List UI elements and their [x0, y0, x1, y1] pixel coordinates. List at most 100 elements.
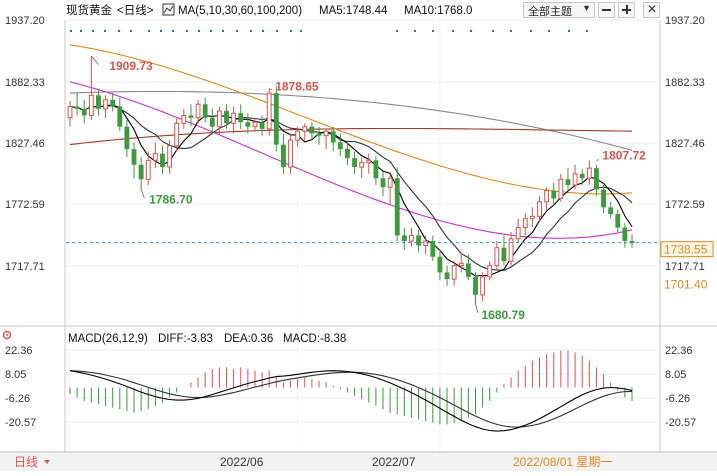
theme-select[interactable]: 全部主题 ▼	[523, 2, 595, 18]
candle-down	[131, 149, 137, 165]
y-tick-left: 1882.33	[5, 77, 45, 89]
candle-down	[245, 122, 251, 127]
last-price-label: 1738.55	[664, 243, 708, 257]
period-tag[interactable]: <日线>	[117, 3, 154, 17]
candle-down	[373, 160, 379, 179]
candle-up	[145, 159, 151, 180]
y-tick-left: 1717.71	[5, 261, 45, 273]
candle-down	[74, 106, 80, 109]
footer-period-arrow-icon	[44, 460, 50, 464]
close-icon: ✕	[647, 2, 658, 16]
candle-up	[458, 262, 464, 267]
plus-icon-v	[625, 5, 628, 14]
candle-down	[160, 153, 165, 168]
event-marker-dot	[118, 30, 120, 32]
macd-panel	[69, 350, 633, 432]
candle-down	[430, 241, 436, 257]
event-marker-dot	[160, 30, 162, 32]
macd-y-tick-left: -20.57	[5, 417, 36, 429]
candle-down	[416, 235, 422, 246]
event-marker-dot	[414, 30, 416, 32]
candle-up	[167, 145, 173, 168]
ma-icon	[162, 3, 175, 16]
candle-down	[202, 104, 208, 118]
candle-up	[359, 162, 365, 168]
y-tick-left: 1827.46	[5, 138, 45, 150]
candle-down	[238, 113, 244, 123]
ma-settings-label: MA(5,10,30,60,100,200)	[178, 5, 302, 17]
annotation-high: 1909.73	[109, 59, 153, 73]
y-tick-left: 1772.59	[5, 199, 45, 211]
candle-down	[579, 173, 585, 179]
candle-down	[96, 95, 101, 109]
ma60-line	[69, 44, 633, 195]
event-marker-dot	[276, 30, 278, 32]
candle-down	[259, 122, 265, 129]
event-marker-dot	[104, 30, 106, 32]
annotation-low-june: 1786.70	[149, 192, 193, 206]
candle-up	[544, 190, 550, 203]
macd-label: MACD(26,12,9)	[68, 333, 148, 345]
y-tick-right: 1882.33	[665, 77, 705, 89]
candle-up	[387, 177, 393, 188]
annotation-recent-high: 1807.72	[602, 148, 646, 162]
event-marker-dot	[70, 30, 72, 32]
macd-y-tick-right: -20.57	[665, 417, 696, 429]
candle-up	[423, 240, 429, 247]
candle-down	[81, 108, 87, 116]
candle-up	[494, 247, 500, 267]
macd-y-tick-left: 8.05	[5, 369, 26, 381]
candle-down	[608, 207, 614, 215]
event-marker-dot	[236, 30, 238, 32]
footer-date-july: 2022/07	[372, 455, 416, 469]
candle-up	[266, 92, 272, 130]
ma30-line	[69, 81, 633, 239]
candle-down	[401, 235, 407, 242]
macd-y-tick-left: -6.26	[5, 393, 30, 405]
candle-down	[117, 106, 123, 127]
candle-down	[615, 214, 621, 228]
level-label: 1701.40	[664, 277, 708, 291]
annotation-low-pointer	[475, 303, 479, 313]
axis-labels: 1937.20 1937.20 1882.33 1882.33 1827.46 1827.…	[5, 15, 705, 429]
candle-down	[124, 126, 130, 150]
footer-date-june: 2022/06	[220, 455, 264, 469]
candle-up	[537, 201, 542, 217]
instrument-name: 现货黄金	[66, 3, 112, 17]
footer-period[interactable]: 日线	[14, 455, 38, 469]
annotation-mid-high: 1878.65	[275, 80, 319, 94]
candle-down	[437, 256, 443, 273]
candle-down	[224, 111, 229, 124]
macd-y-tick-right: -6.26	[665, 393, 690, 405]
event-marker-dot	[210, 30, 212, 32]
minus-button[interactable]	[598, 2, 615, 18]
annotation-low-june-pointer	[140, 189, 145, 199]
candle-up	[288, 139, 293, 168]
price-annotations: 1738.55 1701.40 1909.73 1878.65 1786.70 1680.…	[66, 55, 714, 322]
candle-down	[209, 117, 215, 127]
candle-up	[529, 215, 535, 220]
candle-up	[302, 126, 308, 132]
candle-down	[273, 93, 279, 145]
close-button[interactable]: ✕	[643, 2, 660, 18]
candle-down	[110, 99, 116, 107]
y-tick-right: 1937.20	[665, 15, 705, 27]
event-marker-dot	[492, 30, 494, 32]
event-marker-dot	[148, 30, 150, 32]
macd-y-tick-right: 8.05	[665, 369, 686, 381]
candle-down	[345, 149, 350, 159]
candle-up	[586, 167, 592, 179]
ma10-line	[69, 105, 633, 271]
macd-diff-line	[69, 370, 633, 432]
ma100-line	[69, 127, 633, 146]
macd-y-tick-right: 22.36	[665, 345, 693, 357]
plus-button[interactable]	[618, 2, 635, 18]
macd-value: MACD:-8.38	[283, 333, 346, 345]
candle-down	[188, 115, 194, 118]
candle-up	[103, 99, 108, 110]
event-marker-dot	[530, 30, 532, 32]
settings-gear-icon[interactable]	[2, 330, 12, 340]
footer-bar	[0, 452, 717, 471]
candle-up	[522, 218, 528, 229]
